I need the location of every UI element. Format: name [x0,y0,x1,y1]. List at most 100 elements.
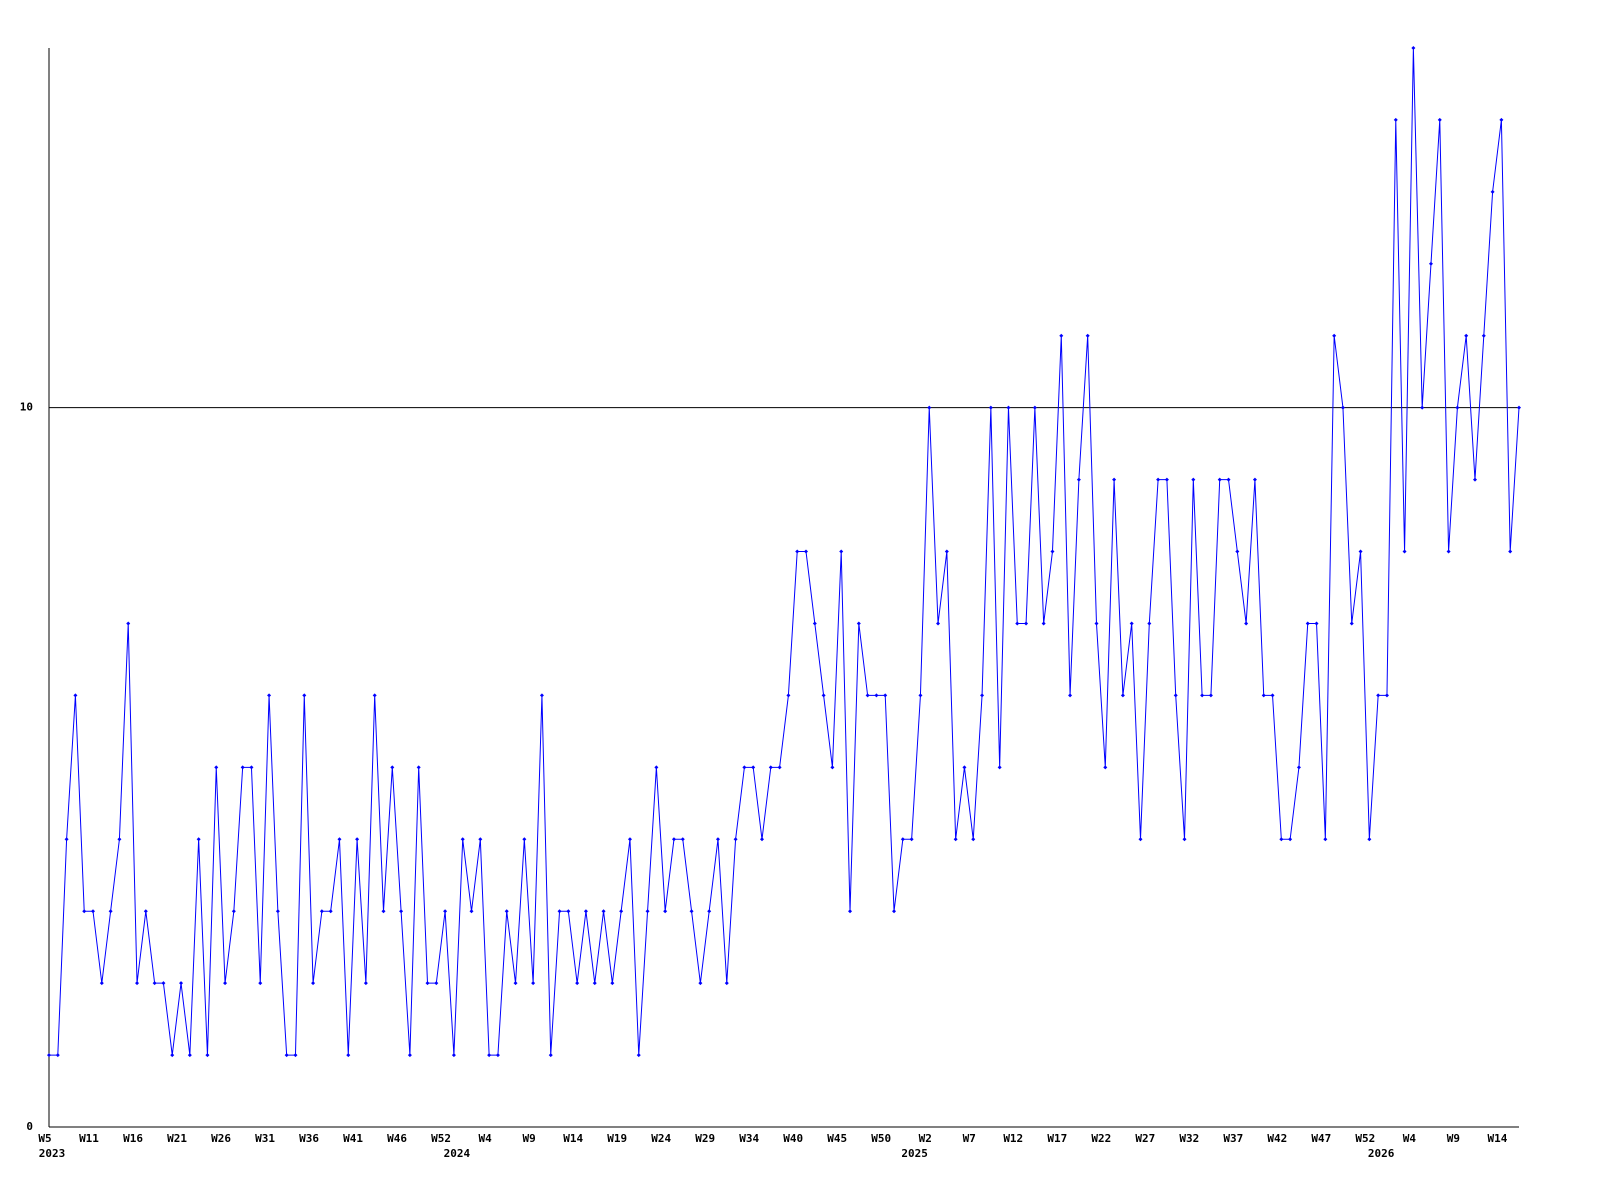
point-marker [1164,477,1169,482]
point-marker [830,765,835,770]
point-marker [988,405,993,410]
point-marker [927,405,932,410]
point-marker [390,765,395,770]
x-group-label: 2025 [901,1147,928,1160]
point-marker [64,837,69,842]
point-marker [152,981,157,986]
point-marker [1085,333,1090,338]
point-marker [126,621,131,626]
point-marker [1244,621,1249,626]
x-group-label: 2024 [444,1147,471,1160]
point-marker [751,765,756,770]
point-marker [548,1053,553,1058]
x-tick-label: W46 [387,1132,407,1145]
point-marker [768,765,773,770]
point-marker [302,693,307,698]
point-marker [592,981,597,986]
point-marker [1208,693,1213,698]
point-marker [742,765,747,770]
point-marker [293,1053,298,1058]
point-marker [1499,117,1504,122]
point-marker [434,981,439,986]
point-marker [487,1053,492,1058]
point-marker [601,909,606,914]
point-marker [680,837,685,842]
x-tick-label: W41 [343,1132,363,1145]
point-marker [724,981,729,986]
x-tick-label: W9 [1447,1132,1460,1145]
point-marker [1006,405,1011,410]
point-marker [918,693,923,698]
point-marker [249,765,254,770]
point-marker [1411,46,1416,50]
point-marker [1367,837,1372,842]
point-marker [1420,405,1425,410]
point-marker [196,837,201,842]
point-marker [698,981,703,986]
point-marker [1120,693,1125,698]
point-marker [733,837,738,842]
point-marker [460,837,465,842]
point-marker [179,981,184,986]
point-marker [1015,621,1020,626]
x-group-label: 2023 [39,1147,66,1160]
point-marker [795,549,800,554]
point-marker [1032,405,1037,410]
point-marker [328,909,333,914]
point-marker [557,909,562,914]
point-marker [1235,549,1240,554]
x-tick-label: W22 [1091,1132,1111,1145]
point-marker [566,909,571,914]
point-marker [804,549,809,554]
point-marker [1076,477,1081,482]
x-tick-label: W4 [1403,1132,1417,1145]
point-marker [372,693,377,698]
point-marker [1288,837,1293,842]
point-marker [654,765,659,770]
point-marker [1464,333,1469,338]
point-marker [1200,693,1205,698]
x-tick-label: W27 [1135,1132,1155,1145]
point-marker [1490,189,1495,194]
point-marker [1261,693,1266,698]
point-marker [1349,621,1354,626]
x-tick-label: W34 [739,1132,759,1145]
point-marker [161,981,166,986]
point-marker [777,765,782,770]
x-tick-label: W26 [211,1132,231,1145]
point-marker [874,693,879,698]
y-tick-label: 0 [26,1120,33,1133]
point-marker [135,981,140,986]
point-marker [399,909,404,914]
x-tick-label: W36 [299,1132,319,1145]
point-marker [1376,693,1381,698]
point-marker [275,909,280,914]
x-tick-label: W17 [1047,1132,1067,1145]
point-marker [1323,837,1328,842]
point-marker [1508,549,1513,554]
point-marker [1296,765,1301,770]
point-marker [47,1053,51,1058]
x-tick-label: W2 [919,1132,932,1145]
point-marker [143,909,148,914]
x-tick-label: W14 [563,1132,583,1145]
point-marker [443,909,448,914]
x-tick-label: W19 [607,1132,627,1145]
point-marker [1041,621,1046,626]
point-marker [689,909,694,914]
point-marker [980,693,985,698]
point-marker [892,909,897,914]
point-marker [381,909,386,914]
point-marker [108,909,113,914]
point-marker [848,909,853,914]
point-marker [1279,837,1284,842]
point-marker [865,693,870,698]
x-tick-label: W37 [1223,1132,1243,1145]
point-marker [1217,477,1222,482]
point-marker [1147,621,1152,626]
point-marker [187,1053,192,1058]
point-marker [311,981,316,986]
point-marker [575,981,580,986]
